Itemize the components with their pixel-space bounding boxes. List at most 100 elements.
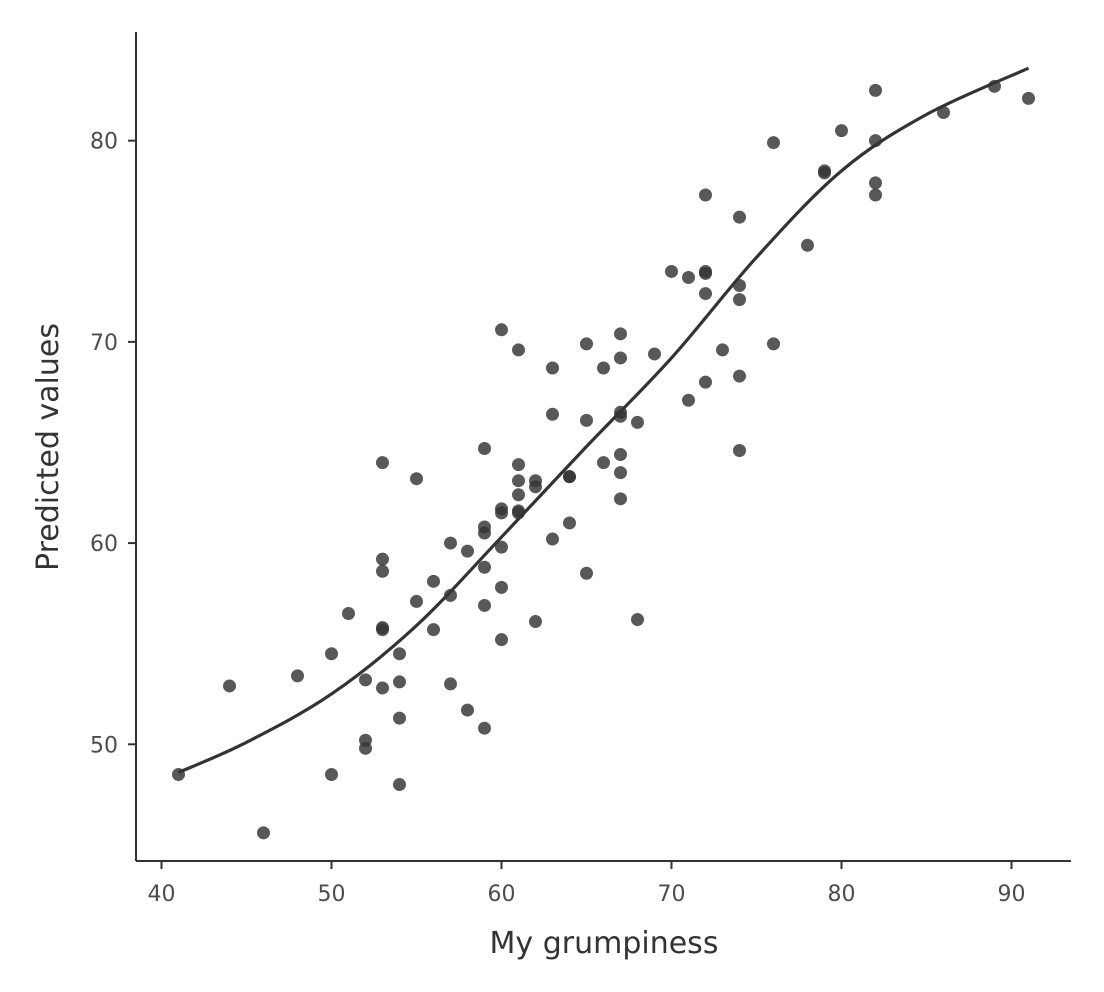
data-point [410, 594, 423, 608]
data-point [376, 623, 389, 637]
data-point [801, 238, 814, 252]
trend-line [177, 66, 1030, 774]
data-point [767, 337, 780, 351]
y-axis-ticks: 50 60 70 80 [90, 130, 136, 758]
data-point [767, 136, 780, 150]
data-point [682, 270, 695, 284]
x-tick-label: 50 [318, 882, 346, 907]
data-point [478, 442, 491, 456]
data-point [529, 480, 542, 494]
data-point [495, 506, 508, 520]
data-point [478, 721, 491, 735]
data-point [444, 588, 457, 602]
data-point [325, 767, 338, 781]
data-point [478, 526, 491, 540]
data-point [478, 598, 491, 612]
data-point [512, 488, 525, 502]
data-point [682, 393, 695, 407]
data-point [444, 677, 457, 691]
data-point [359, 673, 372, 687]
data-point [580, 413, 593, 427]
data-point [376, 564, 389, 578]
data-point [529, 615, 542, 629]
data-point [325, 647, 338, 661]
x-tick-label: 40 [148, 882, 176, 907]
y-axis-title: Predicted values [31, 323, 66, 571]
y-tick-label: 70 [90, 331, 118, 356]
data-point [410, 472, 423, 486]
data-point [733, 369, 746, 383]
data-point [376, 681, 389, 695]
data-point [563, 470, 576, 484]
data-point [376, 456, 389, 470]
data-point [699, 287, 712, 301]
data-point [291, 669, 304, 683]
data-points [172, 79, 1035, 840]
axes [135, 32, 1071, 862]
data-point [512, 474, 525, 488]
data-point [869, 176, 882, 190]
data-point [495, 540, 508, 554]
data-point [699, 266, 712, 280]
data-point [699, 188, 712, 202]
x-tick-label: 80 [828, 882, 856, 907]
data-point [393, 647, 406, 661]
data-point [359, 741, 372, 755]
data-point [376, 552, 389, 566]
data-point [631, 415, 644, 429]
data-point [257, 826, 270, 840]
data-point [631, 613, 644, 627]
data-point [733, 210, 746, 224]
data-point [1022, 91, 1035, 105]
x-tick-label: 70 [658, 882, 686, 907]
y-tick-label: 50 [90, 733, 118, 758]
data-point [342, 607, 355, 621]
data-point [393, 711, 406, 725]
data-point [597, 361, 610, 375]
data-point [614, 492, 627, 506]
data-point [648, 347, 661, 361]
data-point [461, 703, 474, 717]
data-point [512, 343, 525, 357]
data-point [614, 448, 627, 462]
data-point [546, 407, 559, 421]
data-point [869, 83, 882, 97]
data-point [223, 679, 236, 693]
data-point [614, 351, 627, 365]
data-point [393, 675, 406, 689]
data-point [580, 566, 593, 580]
y-tick-label: 80 [90, 130, 118, 155]
data-point [495, 580, 508, 594]
data-point [597, 456, 610, 470]
data-point [427, 623, 440, 637]
data-point [444, 536, 457, 550]
data-point [512, 458, 525, 472]
x-tick-label: 60 [488, 882, 516, 907]
data-point [580, 337, 593, 351]
x-tick-label: 90 [998, 882, 1026, 907]
data-point [393, 778, 406, 792]
data-point [563, 516, 576, 530]
data-point [495, 323, 508, 337]
data-point [495, 633, 508, 647]
data-point [478, 560, 491, 574]
data-point [699, 375, 712, 389]
data-point [733, 444, 746, 458]
data-point [546, 361, 559, 375]
x-axis-ticks: 40 50 60 70 80 90 [148, 861, 1026, 907]
data-point [733, 293, 746, 307]
data-point [665, 264, 678, 278]
data-point [937, 105, 950, 119]
data-point [614, 327, 627, 341]
data-point [818, 166, 831, 180]
x-axis-title: My grumpiness [490, 926, 719, 961]
data-point [835, 124, 848, 138]
data-point [461, 544, 474, 558]
data-point [546, 532, 559, 546]
data-point [869, 188, 882, 202]
data-point [614, 466, 627, 480]
y-tick-label: 60 [90, 532, 118, 557]
data-point [427, 574, 440, 588]
